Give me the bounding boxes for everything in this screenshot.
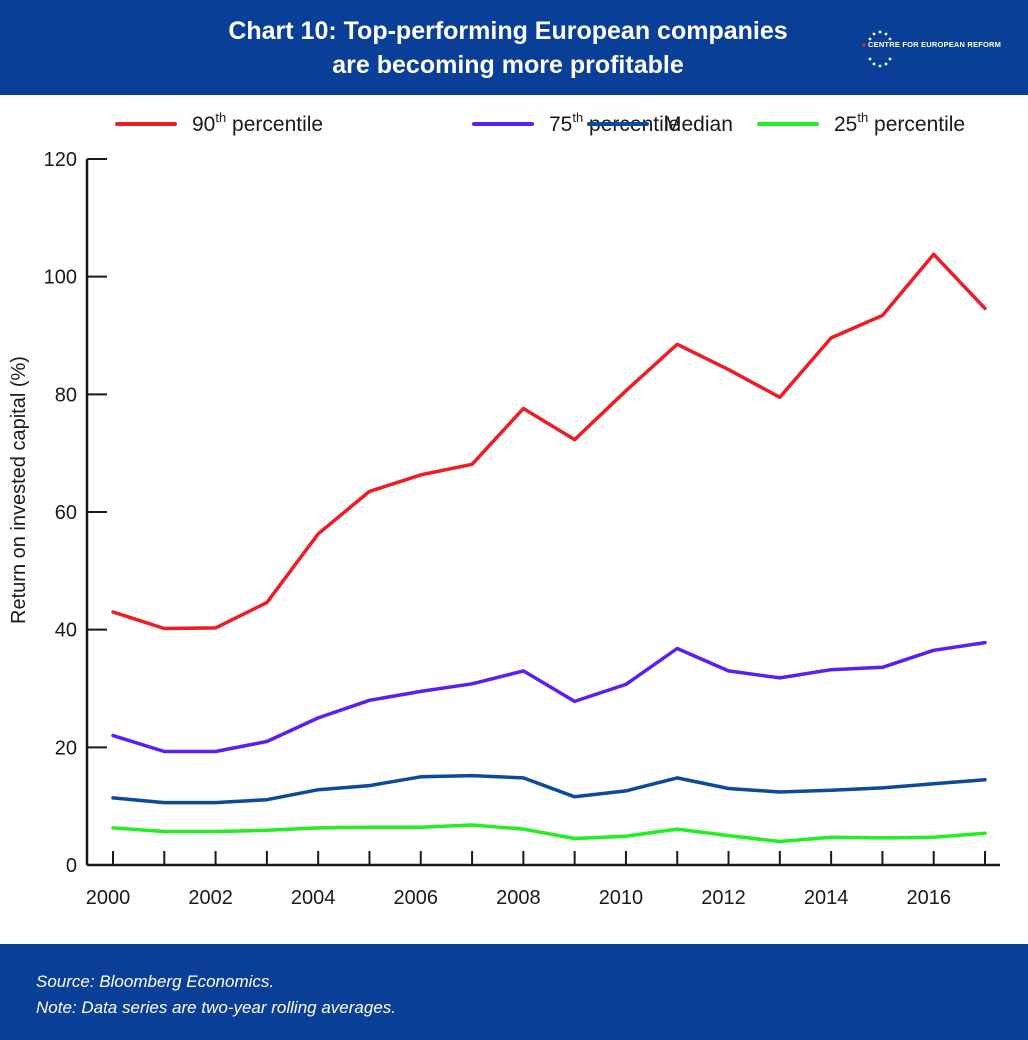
y-axis-label: Return on invested capital (%)	[8, 356, 30, 624]
chart-title: Chart 10: Top-performing European compan…	[0, 14, 1016, 82]
x-tick-label: 2010	[599, 887, 644, 909]
legend-label: Median	[664, 113, 733, 136]
legend-item-0: 90th percentile	[115, 110, 323, 136]
chart-title-line-1: Chart 10: Top-performing European compan…	[228, 17, 788, 45]
x-tick-label: 2000	[86, 887, 131, 909]
y-tick-label: 100	[44, 267, 77, 289]
x-tick-label: 2002	[188, 887, 233, 909]
legend-item-1: 75th percentile	[472, 110, 680, 136]
y-tick-label: 120	[44, 149, 77, 171]
legend-item-3: 25th percentile	[757, 110, 965, 136]
y-tick-label: 0	[66, 855, 77, 877]
x-tick-label: 2004	[291, 887, 336, 909]
red-star-icon	[862, 43, 866, 47]
data-note: Note: Data series are two-year rolling a…	[36, 998, 396, 1017]
y-tick-label: 80	[55, 384, 77, 406]
cer-logo	[862, 30, 892, 68]
chart-footer: Source: Bloomberg Economics. Note: Data …	[0, 944, 1028, 1040]
chart-header: Chart 10: Top-performing European compan…	[0, 0, 1028, 95]
y-tick-label: 20	[55, 737, 77, 759]
x-tick-label: 2014	[804, 887, 849, 909]
chart-series	[111, 252, 987, 844]
x-tick-label: 2008	[496, 887, 541, 909]
y-tick-label: 40	[55, 620, 77, 642]
legend-label: 25th percentile	[834, 110, 965, 136]
chart-axes: 0 20 40 60 80 100 120 2000 2002 2004 2006 2008 2010 2…	[44, 149, 1000, 909]
x-tick-label: 2012	[701, 887, 746, 909]
eu-stars-icon	[868, 30, 892, 68]
y-tick-label: 60	[55, 502, 77, 524]
x-tick-label: 2016	[906, 887, 951, 909]
series-line-0	[111, 252, 987, 631]
legend-label: 90th percentile	[192, 110, 323, 136]
legend-item-2: Median	[587, 113, 733, 136]
source-note: Source: Bloomberg Economics.	[36, 972, 275, 991]
x-tick-label: 2006	[394, 887, 439, 909]
series-line-2	[111, 773, 987, 805]
logo-text: CENTRE FOR EUROPEAN REFORM	[868, 40, 1002, 49]
series-line-1	[111, 640, 987, 754]
series-line-3	[111, 823, 987, 844]
chart-title-line-2: are becoming more profitable	[332, 51, 684, 79]
